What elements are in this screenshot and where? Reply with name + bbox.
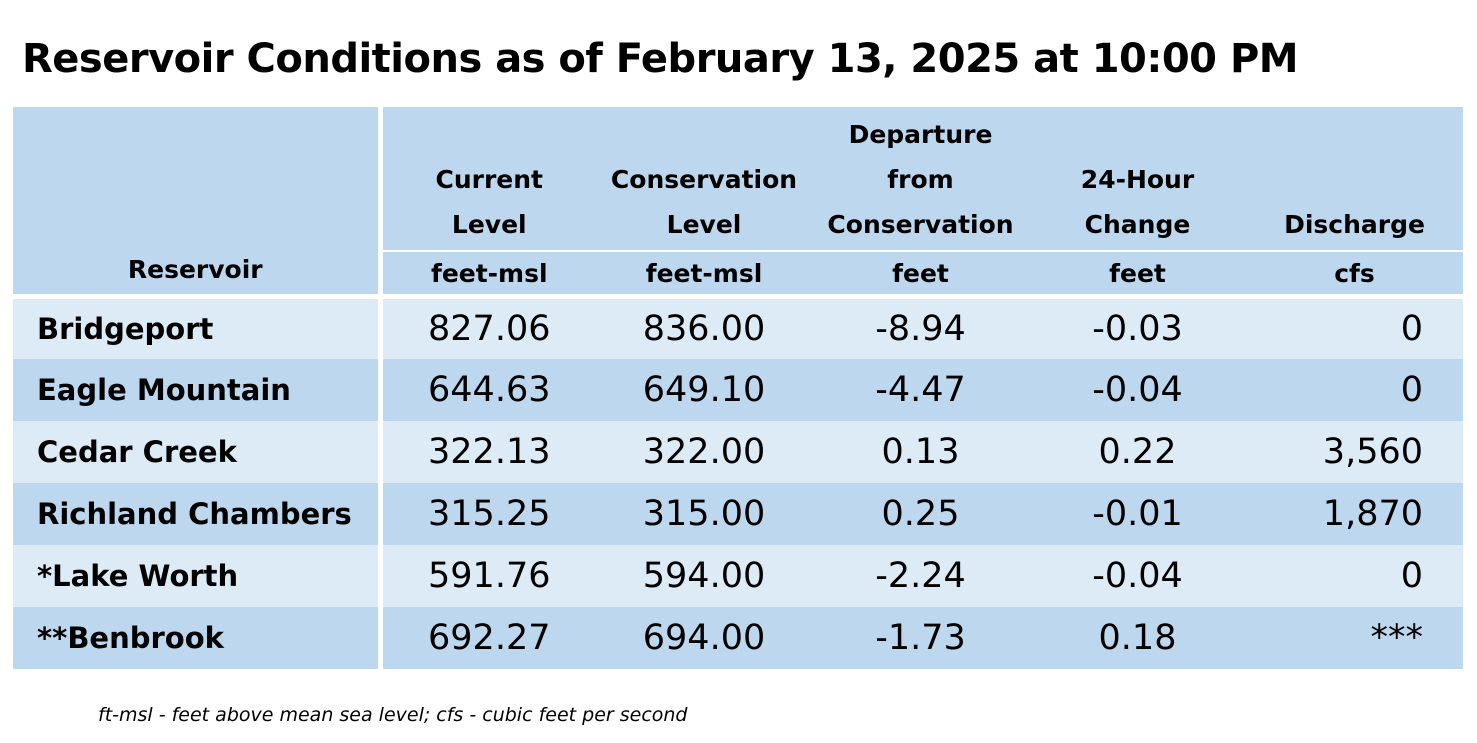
discharge-value: 0	[1246, 294, 1463, 359]
current-level-value: 692.27	[380, 606, 596, 669]
change-24h-value: -0.03	[1029, 294, 1246, 359]
header-current-level-line2: Level	[451, 210, 527, 239]
unit-24h-change: feet	[1029, 250, 1246, 297]
header-conservation-level-line1: Conservation	[610, 165, 798, 194]
current-level-value: 591.76	[380, 544, 596, 607]
header-current-level-line1: Current	[435, 165, 543, 194]
header-departure-line1: Departure	[848, 120, 993, 149]
discharge-value: 0	[1246, 544, 1463, 607]
reservoir-name: Eagle Mountain	[13, 358, 383, 421]
unit-departure: feet	[812, 250, 1029, 297]
current-level-value: 827.06	[380, 294, 596, 359]
change-24h-value: -0.04	[1029, 358, 1246, 421]
reservoir-name: Cedar Creek	[13, 420, 383, 483]
header-current-level: Current Level	[380, 107, 596, 251]
header-conservation-level-line2: Level	[666, 210, 742, 239]
reservoir-name: Bridgeport	[13, 294, 383, 359]
header-discharge-label: Discharge	[1284, 210, 1425, 239]
header-24h-change-line2: Change	[1084, 210, 1191, 239]
change-24h-value: -0.01	[1029, 482, 1246, 545]
page-title: Reservoir Conditions as of February 13, …	[22, 36, 1299, 82]
current-level-value: 322.13	[380, 420, 596, 483]
unit-discharge: cfs	[1246, 250, 1463, 297]
header-reservoir: Reservoir	[13, 107, 383, 297]
conservation-level-value: 594.00	[596, 544, 812, 607]
conservation-level-value: 836.00	[596, 294, 812, 359]
table-row: *Lake Worth 591.76 594.00 -2.24 -0.04 0	[13, 544, 1463, 607]
reservoir-table-container: Reservoir Current Level Conservation Lev…	[13, 107, 1463, 669]
table-header-row: Reservoir Current Level Conservation Lev…	[13, 107, 1463, 297]
current-level-value: 644.63	[380, 358, 596, 421]
header-24h-change-line1: 24-Hour	[1080, 165, 1195, 194]
conservation-level-value: 694.00	[596, 606, 812, 669]
table-row: **Benbrook 692.27 694.00 -1.73 0.18 ***	[13, 606, 1463, 669]
unit-conservation-level: feet-msl	[596, 250, 812, 297]
departure-value: -8.94	[812, 294, 1029, 359]
header-discharge: Discharge	[1246, 107, 1463, 251]
change-24h-value: 0.22	[1029, 420, 1246, 483]
header-departure-line2: from	[887, 165, 954, 194]
change-24h-value: -0.04	[1029, 544, 1246, 607]
departure-value: -4.47	[812, 358, 1029, 421]
reservoir-table: Reservoir Current Level Conservation Lev…	[13, 107, 1463, 669]
table-row: Eagle Mountain 644.63 649.10 -4.47 -0.04…	[13, 358, 1463, 421]
change-24h-value: 0.18	[1029, 606, 1246, 669]
reservoir-name: Richland Chambers	[13, 482, 383, 545]
header-conservation-level: Conservation Level	[596, 107, 812, 251]
table-row: Cedar Creek 322.13 322.00 0.13 0.22 3,56…	[13, 420, 1463, 483]
departure-value: -1.73	[812, 606, 1029, 669]
discharge-value: 0	[1246, 358, 1463, 421]
table-units-row: feet-msl feet-msl feet feet cfs	[13, 250, 1463, 297]
conservation-level-value: 649.10	[596, 358, 812, 421]
discharge-value: ***	[1246, 606, 1463, 669]
table-row: Richland Chambers 315.25 315.00 0.25 -0.…	[13, 482, 1463, 545]
header-departure: Departure from Conservation	[812, 107, 1029, 251]
table-row: Bridgeport 827.06 836.00 -8.94 -0.03 0	[13, 294, 1463, 359]
reservoir-name: **Benbrook	[13, 606, 383, 669]
conservation-level-value: 322.00	[596, 420, 812, 483]
footnote: ft-msl - feet above mean sea level; cfs …	[98, 704, 688, 726]
header-departure-line3: Conservation	[827, 210, 1014, 239]
unit-current-level: feet-msl	[380, 250, 596, 297]
header-reservoir-label: Reservoir	[127, 255, 263, 284]
current-level-value: 315.25	[380, 482, 596, 545]
discharge-value: 3,560	[1246, 420, 1463, 483]
header-24h-change: 24-Hour Change	[1029, 107, 1246, 251]
discharge-value: 1,870	[1246, 482, 1463, 545]
departure-value: 0.13	[812, 420, 1029, 483]
reservoir-name: *Lake Worth	[13, 544, 383, 607]
departure-value: 0.25	[812, 482, 1029, 545]
conservation-level-value: 315.00	[596, 482, 812, 545]
departure-value: -2.24	[812, 544, 1029, 607]
